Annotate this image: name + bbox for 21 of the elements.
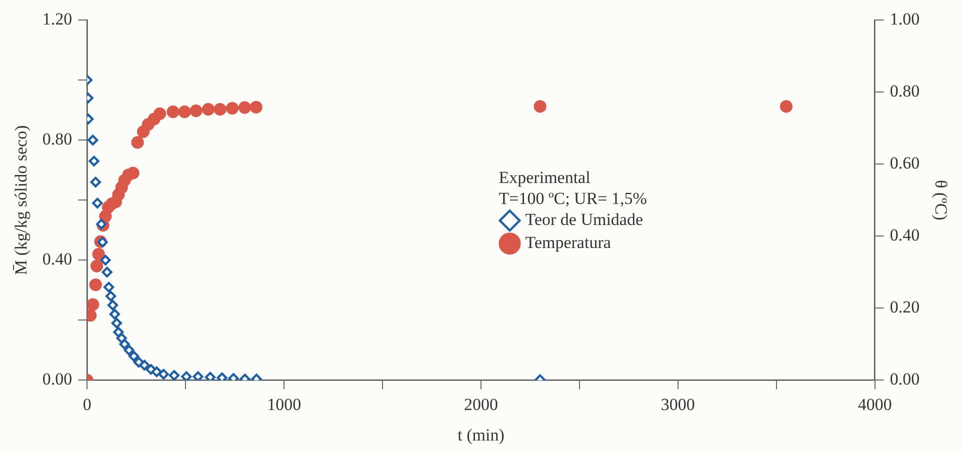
x-tick-label: 3000 (660, 394, 695, 414)
legend-title: Experimental T=100 ºC; UR= 1,5% (498, 168, 647, 208)
x-tick-label: 1000 (267, 394, 302, 414)
x-tick-label: 4000 (858, 394, 892, 414)
y-tick-label: 0.00 (42, 370, 72, 389)
x-tick-label: 2000 (464, 394, 498, 414)
y-tick-label: 0.40 (42, 250, 72, 269)
y2-axis-title: θ (ºC) (931, 180, 950, 220)
y-tick-label: 1.20 (42, 9, 72, 28)
y2-tick-label: 0.80 (890, 82, 920, 101)
y-tick-label: 0.80 (42, 130, 72, 149)
y2-tick-label: 1.00 (890, 9, 920, 28)
x-tick-label: 0 (82, 394, 92, 414)
legend-label: Temperatura (525, 233, 612, 252)
y2-tick-label: 0.40 (890, 226, 920, 245)
y-axis-title: M̄ (kg/kg sólido seco) (12, 125, 31, 275)
y2-tick-label: 0.00 (890, 370, 920, 389)
legend-label: Teor de Umidade (525, 210, 644, 230)
y2-tick-label: 0.60 (890, 154, 920, 173)
y2-tick-label: 0.20 (890, 298, 920, 317)
x-axis-title: t (min) (458, 425, 504, 444)
